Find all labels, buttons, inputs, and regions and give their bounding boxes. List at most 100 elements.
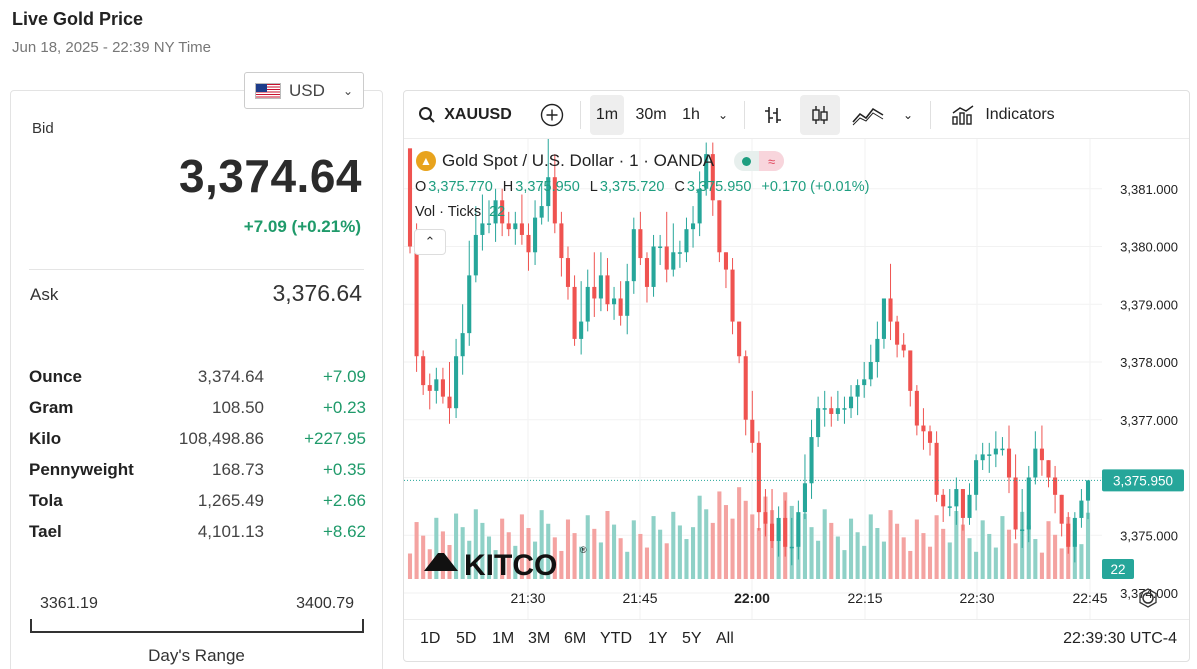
search-icon	[419, 107, 435, 123]
volume-bar	[743, 500, 748, 579]
currency-selector[interactable]: USD ⌄	[244, 72, 364, 109]
candle-body	[500, 200, 505, 224]
interval-30m[interactable]: 30m	[635, 106, 667, 123]
candle-body	[618, 298, 623, 316]
candle-body	[625, 281, 630, 316]
x-tick-label: 21:45	[622, 590, 657, 606]
chart-type-dropdown[interactable]: ⌄	[896, 95, 920, 135]
unit-price: 108,498.86	[178, 428, 264, 448]
unit-name: Tola	[29, 490, 63, 510]
x-tick-label: 21:30	[510, 590, 545, 606]
volume-bar	[454, 513, 459, 579]
volume-bar	[802, 513, 807, 579]
unit-change: +7.09	[322, 366, 366, 386]
range-button-1d[interactable]: 1D	[420, 630, 441, 647]
candle-body	[796, 512, 801, 547]
range-button-1m[interactable]: 1M	[492, 630, 515, 647]
high-label: H	[502, 179, 514, 195]
price-tag: 3,375.950	[1113, 473, 1173, 488]
candle-body	[730, 269, 735, 322]
page-title: Live Gold Price	[12, 9, 144, 29]
volume-bar	[816, 540, 821, 579]
volume-bar	[697, 495, 702, 579]
range-button-3m[interactable]: 3M	[528, 630, 551, 647]
unit-row: Gram 108.50 +0.23	[29, 392, 366, 423]
volume-bar	[947, 542, 952, 579]
volume-bar	[598, 542, 603, 579]
candle-chart-type-button[interactable]	[800, 95, 840, 135]
close-value: 3,375.950	[686, 179, 752, 195]
candle-body	[789, 546, 794, 549]
candle-body	[612, 298, 617, 305]
chevron-down-icon: ⌄	[342, 83, 353, 98]
unit-price: 108.50	[212, 397, 264, 417]
candle-body	[434, 379, 439, 391]
candle-body	[1020, 529, 1025, 531]
unit-name: Pennyweight	[29, 459, 134, 479]
range-button-ytd[interactable]: YTD	[600, 630, 632, 647]
volume-label: Vol · Ticks	[415, 204, 482, 220]
candlestick-chart[interactable]: KITCO®3,374.0003,375.0003,376.0003,377.0…	[404, 139, 1190, 619]
candle-body	[914, 390, 919, 426]
indicators-button[interactable]: Indicators	[940, 95, 1066, 135]
range-button-6m[interactable]: 6M	[564, 630, 587, 647]
candle-body	[454, 356, 459, 409]
kitco-logo-icon	[424, 553, 458, 571]
candle-body	[691, 223, 696, 230]
open-value: 3,375.770	[428, 179, 493, 195]
bar-chart-type-button[interactable]	[754, 95, 792, 135]
interval-1h[interactable]: 1h	[682, 106, 700, 123]
area-chart-type-button[interactable]	[848, 95, 888, 135]
range-button-5y[interactable]: 5Y	[682, 630, 702, 647]
wave-icon: ≈	[759, 151, 785, 171]
unit-price: 4,101.13	[197, 521, 264, 541]
volume-bar	[888, 510, 893, 579]
range-button-1y[interactable]: 1Y	[648, 630, 668, 647]
candle-body	[1039, 448, 1044, 461]
volume-tag: 22	[1110, 562, 1125, 577]
volume-bar	[967, 538, 972, 579]
chevron-down-icon: ⌄	[717, 108, 729, 122]
collapse-legend-button[interactable]: ⌃	[414, 229, 446, 255]
interval-dropdown[interactable]: ⌄	[710, 95, 736, 135]
y-tick-label: 3,379.000	[1120, 297, 1178, 312]
candle-body	[908, 350, 913, 391]
compare-button[interactable]	[534, 95, 570, 135]
range-button-5d[interactable]: 5D	[456, 630, 477, 647]
candle-body	[875, 338, 880, 362]
candle-body	[835, 408, 840, 414]
candle-body	[802, 483, 807, 513]
symbol-search[interactable]: XAUUSD	[410, 95, 520, 135]
candle-body	[552, 177, 557, 224]
price-panel: Bid 3,374.64 +7.09 (+0.21%) Ask 3,376.64…	[10, 90, 383, 669]
volume-bar	[460, 527, 465, 579]
candle-body	[519, 223, 524, 235]
volume-bar	[862, 545, 867, 579]
volume-bar	[730, 518, 735, 579]
volume-bar	[539, 510, 544, 579]
volume-bar	[434, 517, 439, 579]
candle-body	[467, 275, 472, 334]
interval-1m[interactable]: 1m	[590, 95, 624, 135]
candles-icon	[812, 106, 828, 124]
candle-body	[638, 229, 643, 259]
volume-bar	[723, 505, 729, 579]
bid-price: 3,374.64	[178, 150, 362, 202]
volume-bar	[414, 522, 419, 579]
unit-row: Kilo 108,498.86 +227.95	[29, 423, 366, 454]
open-label: O	[415, 179, 427, 195]
volume-bar	[987, 533, 992, 579]
candle-body	[493, 200, 498, 224]
market-status-pill[interactable]: ≈	[734, 151, 785, 171]
toolbar-divider	[930, 101, 931, 129]
candle-body	[763, 512, 768, 524]
candle-body	[447, 396, 452, 409]
candle-body	[605, 275, 610, 305]
range-button-all[interactable]: All	[716, 630, 734, 647]
candle-body	[743, 356, 748, 420]
candle-body	[572, 286, 577, 339]
candle-body	[888, 298, 893, 322]
unit-change: +227.95	[304, 428, 366, 448]
change-value: +0.170 (+0.01%)	[761, 179, 870, 195]
unit-change: +0.23	[322, 397, 366, 417]
